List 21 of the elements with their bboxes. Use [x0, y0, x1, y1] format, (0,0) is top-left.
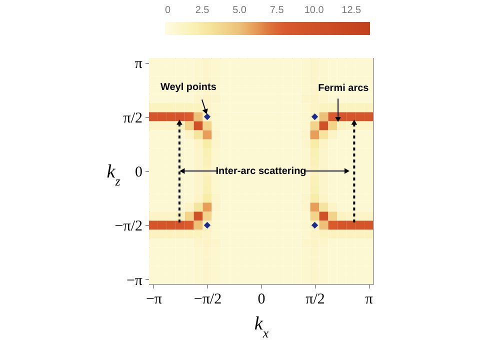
x-tick-label: −π/2	[194, 292, 222, 308]
annotation: Inter-arc scattering	[216, 166, 306, 177]
y-tick-label: −π	[126, 272, 143, 289]
color-bar-label: 7.5	[270, 5, 284, 16]
color-bar-label: 10.0	[304, 5, 324, 16]
y-axis-title: k$_{z}$	[106, 162, 120, 188]
y-tick-label: −π/2	[114, 218, 142, 235]
x-tick-label: π/2	[306, 292, 325, 308]
y-tick-label: 0	[135, 164, 142, 180]
y-tick-label: π	[134, 56, 143, 72]
annotation: Weyl points	[160, 82, 217, 93]
color-bar-label: 2.5	[195, 5, 210, 16]
x-axis-title: k$_{x}$	[254, 314, 269, 340]
color-bar-label: 12.5	[342, 5, 362, 16]
y-tick-label: π/2	[123, 110, 142, 126]
color-bar-label: 5.0	[232, 5, 247, 16]
x-tick-label: −π	[146, 292, 162, 308]
x-tick-label: 0	[258, 292, 266, 308]
x-tick-label: π	[365, 292, 374, 308]
color-bar-label: 0	[165, 5, 171, 16]
annotation: Fermi arcs	[318, 82, 370, 94]
